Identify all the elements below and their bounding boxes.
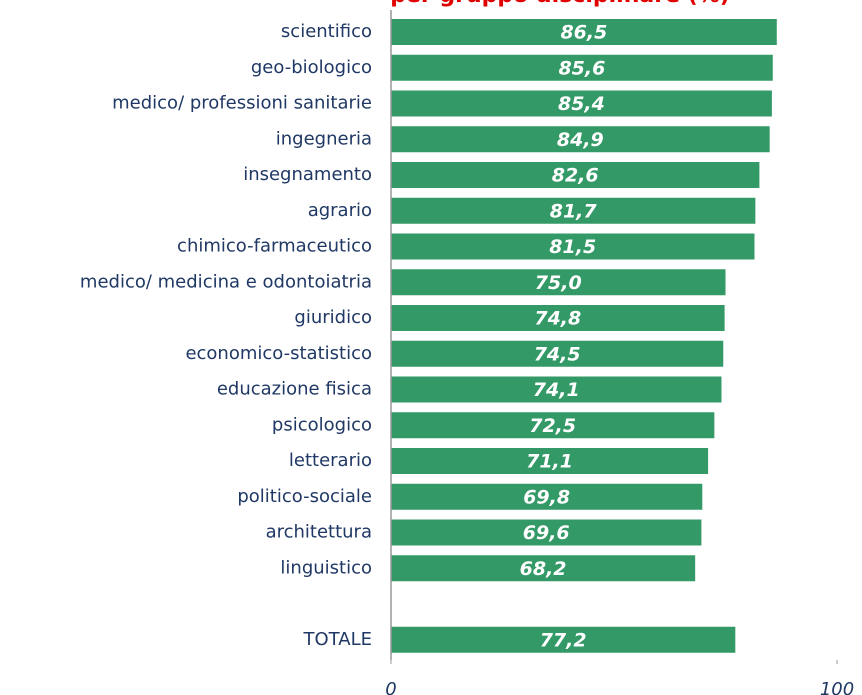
y-tick-label: letterario (289, 450, 372, 471)
value-label: 74,8 (534, 308, 581, 330)
value-label: 84,9 (557, 129, 604, 151)
value-label: 86,5 (560, 22, 607, 44)
y-tick-label: agrario (308, 200, 372, 221)
bar (391, 305, 725, 331)
bar (391, 626, 736, 653)
value-label: 75,0 (535, 272, 582, 294)
bar (391, 162, 760, 188)
y-tick-label: scientifico (281, 21, 372, 42)
y-tick-label: politico-sociale (237, 486, 372, 507)
bar (391, 412, 715, 439)
y-tick-label: ingegneria (276, 128, 372, 149)
bar (391, 19, 777, 45)
bar (391, 90, 772, 117)
value-label: 81,5 (549, 236, 596, 258)
value-label: 69,8 (523, 486, 570, 508)
bar (391, 233, 755, 260)
value-label: 77,2 (540, 629, 587, 651)
bar (391, 340, 724, 367)
x-tick-label: 100 (820, 679, 854, 695)
y-tick-label: architettura (266, 522, 372, 543)
y-tick-label: chimico-farmaceutico (177, 236, 372, 257)
value-label: 85,4 (558, 93, 605, 115)
x-tick-label: 0 (385, 679, 396, 695)
value-label: 81,7 (550, 200, 598, 222)
bar (391, 555, 696, 582)
bar (391, 126, 770, 153)
y-tick-label: educazione fisica (217, 379, 372, 400)
value-label: 85,6 (558, 57, 605, 79)
value-label: 74,1 (533, 379, 580, 401)
y-tick-label: giuridico (294, 307, 372, 328)
y-tick-label: geo-biologico (251, 57, 372, 78)
bar (391, 376, 722, 403)
bar (391, 54, 773, 81)
value-label: 71,1 (526, 451, 573, 473)
value-label: 68,2 (520, 558, 567, 580)
y-tick-label: psicologico (272, 414, 372, 435)
bar (391, 483, 703, 510)
y-tick-label: TOTALE (303, 629, 372, 650)
bar (391, 197, 756, 224)
chart-title: per gruppo disciplinare (%) (390, 0, 730, 8)
value-label: 69,6 (523, 522, 570, 544)
bar (391, 519, 702, 546)
bar (391, 448, 709, 474)
value-label: 82,6 (552, 165, 599, 187)
y-tick-label: economico-statistico (185, 343, 372, 364)
value-label: 74,5 (534, 343, 581, 365)
y-tick-label: medico/ professioni sanitarie (112, 93, 372, 114)
bar (391, 269, 726, 296)
value-label: 72,5 (529, 415, 576, 437)
y-tick-label: insegnamento (243, 164, 372, 185)
y-tick-label: linguistico (280, 557, 372, 578)
y-tick-label: medico/ medicina e odontoiatria (80, 271, 372, 292)
